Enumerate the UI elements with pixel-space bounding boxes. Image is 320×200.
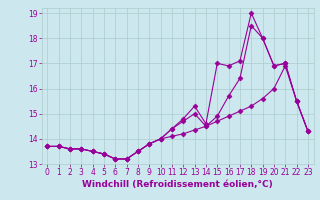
X-axis label: Windchill (Refroidissement éolien,°C): Windchill (Refroidissement éolien,°C) (82, 180, 273, 189)
